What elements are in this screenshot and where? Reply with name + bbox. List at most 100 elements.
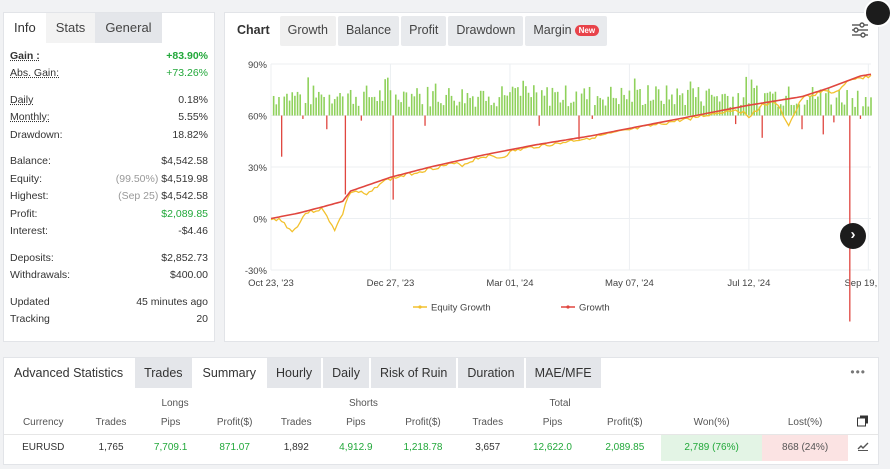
- daily-bar: [856, 90, 859, 116]
- tab-info[interactable]: Info: [4, 13, 46, 43]
- daily-bar: [737, 93, 740, 116]
- daily-bar: [843, 104, 846, 116]
- col-total-profit: Profit($): [607, 417, 643, 429]
- daily-bar: [304, 102, 307, 116]
- daily-value: 0.18%: [178, 93, 208, 106]
- daily-bar: [594, 105, 596, 116]
- tab-daily[interactable]: Daily: [323, 358, 369, 388]
- copy-icon[interactable]: [848, 412, 878, 434]
- daily-bar: [657, 89, 660, 116]
- daily-bar: [673, 104, 676, 116]
- daily-bar: [527, 92, 530, 116]
- negative-bar: [360, 115, 362, 121]
- cell-shorts-trades: 1,892: [267, 433, 325, 461]
- tab-trades[interactable]: Trades: [135, 358, 192, 388]
- daily-bar: [633, 78, 636, 116]
- col-shorts-profit: Profit($): [405, 417, 441, 429]
- daily-bar: [429, 106, 432, 116]
- daily-bar: [522, 80, 525, 116]
- daily-bar: [803, 104, 806, 116]
- daily-bar: [716, 96, 718, 116]
- equity-value: $4,519.98: [161, 172, 208, 185]
- daily-bar: [838, 89, 840, 116]
- interest-label: Interest:: [10, 225, 48, 238]
- daily-bar: [676, 88, 678, 116]
- col-shorts-trades: Trades: [280, 417, 312, 429]
- negative-bar: [822, 115, 824, 135]
- table-row: EURUSD 1,765 7,709.1 871.07 1,892 4,912.…: [4, 433, 878, 461]
- cell-total-trades: 3,657: [459, 433, 517, 461]
- chart-panel: 90% 60% 30% 0% -30% Oct 23, '23 Dec 27, '23 Mar…: [224, 0, 890, 342]
- cell-total-pips: 12,622.0: [516, 433, 589, 461]
- daily-bar: [320, 94, 323, 116]
- daily-bar: [750, 79, 753, 116]
- daily-bar: [663, 103, 665, 116]
- daily-bar: [307, 77, 309, 116]
- chart-line-icon[interactable]: [848, 433, 878, 461]
- negative-bar: [833, 115, 835, 123]
- daily-bar: [310, 104, 312, 116]
- daily-bar: [724, 93, 726, 116]
- chart-next-button[interactable]: ›: [840, 223, 866, 249]
- daily-bar: [870, 97, 872, 116]
- daily-bar: [644, 103, 647, 116]
- daily-bar: [689, 81, 692, 116]
- daily-label: Daily: [10, 93, 34, 106]
- tab-margin[interactable]: Margin New: [525, 16, 608, 46]
- x-tick-label: Sep 19, '24: [844, 278, 880, 289]
- interest-value: -$4.46: [178, 225, 208, 238]
- y-tick-label: -30%: [245, 266, 268, 277]
- monthly-value: 5.55%: [178, 111, 208, 124]
- daily-bar: [506, 95, 509, 116]
- daily-bar: [756, 85, 758, 116]
- tab-general[interactable]: General: [95, 13, 162, 43]
- cell-total-profit: 2,089.85: [588, 433, 661, 461]
- daily-bar: [291, 92, 294, 116]
- daily-bar: [554, 92, 556, 116]
- daily-bar: [543, 95, 546, 116]
- abs-gain-value: +73.26%: [166, 67, 208, 80]
- daily-bar: [740, 104, 742, 116]
- daily-bar: [410, 93, 413, 116]
- daily-bar: [809, 96, 811, 116]
- daily-bar: [352, 103, 355, 116]
- daily-bar: [514, 88, 517, 116]
- tab-hourly[interactable]: Hourly: [267, 358, 322, 388]
- daily-bar: [700, 101, 702, 116]
- x-tick-label: May 07, '24: [605, 278, 654, 289]
- daily-bar: [288, 100, 291, 116]
- tab-drawdown[interactable]: Drawdown: [448, 16, 524, 46]
- daily-bar: [402, 91, 405, 116]
- tab-balance[interactable]: Balance: [337, 16, 400, 46]
- daily-bar: [317, 91, 320, 116]
- daily-bar: [294, 95, 296, 116]
- daily-bar: [503, 95, 506, 116]
- tab-stats[interactable]: Stats: [45, 13, 96, 43]
- chart-tabbar: Chart Growth Balance Profit Drawdown Mar…: [229, 16, 609, 46]
- col-lost: Lost(%): [787, 417, 823, 429]
- daily-bar: [442, 105, 445, 116]
- tab-duration[interactable]: Duration: [458, 358, 524, 388]
- tab-chart[interactable]: Chart: [229, 16, 278, 46]
- tab-profit[interactable]: Profit: [401, 16, 447, 46]
- daily-bar: [408, 106, 410, 116]
- tab-mae-mfe[interactable]: MAE/MFE: [525, 358, 601, 388]
- tab-risk-of-ruin[interactable]: Risk of Ruin: [370, 358, 457, 388]
- daily-bar: [660, 100, 663, 116]
- tab-summary[interactable]: Summary: [193, 358, 266, 388]
- more-icon[interactable]: •••: [850, 365, 866, 379]
- daily-bar: [681, 93, 684, 116]
- daily-bar: [341, 96, 344, 116]
- col-total-trades: Trades: [472, 417, 504, 429]
- x-tick-label: Jul 12, '24: [727, 278, 770, 289]
- daily-bar: [825, 93, 827, 116]
- daily-bar: [628, 90, 631, 116]
- daily-bar: [461, 89, 463, 116]
- sliders-icon[interactable]: [850, 21, 870, 39]
- daily-bar: [495, 106, 498, 116]
- x-tick-label: Oct 23, '23: [248, 278, 294, 289]
- drawdown-value: 18.82%: [172, 128, 208, 141]
- tab-growth[interactable]: Growth: [279, 16, 336, 46]
- daily-bar: [413, 96, 416, 116]
- daily-bar: [782, 105, 785, 116]
